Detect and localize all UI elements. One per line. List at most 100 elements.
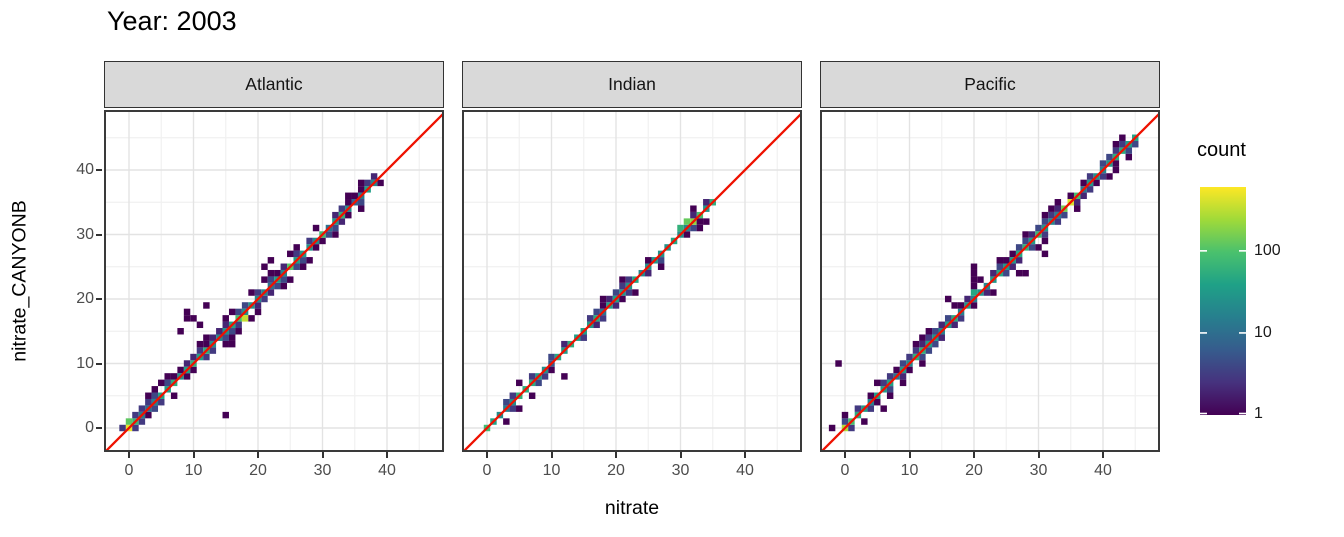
bin-cell [912, 340, 920, 348]
bin-cell [996, 257, 1004, 264]
bin-cell [886, 373, 894, 380]
bin-cell [222, 315, 229, 322]
bin-cell [990, 269, 997, 277]
bin-cell [880, 405, 887, 412]
y-tick-label: 30 [76, 225, 94, 243]
bin-cell [1112, 140, 1120, 148]
bin-cell [306, 237, 313, 245]
bin-cell [1106, 153, 1113, 161]
bin-cell [886, 386, 894, 393]
colorbar-gradient [1200, 187, 1246, 415]
bin-cell [1015, 257, 1023, 264]
bin-cell [970, 302, 978, 309]
bin-cell [612, 289, 620, 296]
bin-cell [951, 302, 958, 309]
bin-cell [977, 276, 984, 283]
x-tick-mark [1102, 452, 1104, 458]
bin-cell [274, 282, 281, 290]
bin-cell [357, 205, 365, 212]
bin-cell [983, 289, 991, 296]
bin-cell [132, 411, 139, 419]
bin-cell [874, 379, 881, 387]
x-tick-label: 10 [184, 462, 203, 479]
bin-cell [183, 373, 191, 380]
bin-cell [1061, 211, 1068, 219]
x-tick-label: 40 [378, 462, 396, 479]
bin-cell [599, 315, 607, 322]
bin-cell [203, 353, 210, 361]
bin-cell [151, 405, 159, 412]
bin-cell [338, 218, 346, 225]
bin-cell [990, 289, 997, 296]
bin-cell [228, 334, 236, 341]
bin-cell [561, 340, 568, 348]
bin-cell [841, 411, 849, 419]
bin-cell [535, 379, 542, 387]
bin-cell [632, 289, 639, 296]
bin-cell [345, 192, 352, 200]
plot-title: Year: 2003 [107, 6, 237, 36]
bin-cell [1054, 199, 1062, 206]
x-tick-label: 20 [965, 462, 983, 479]
x-tick-mark [321, 452, 324, 458]
bin-cell [357, 186, 365, 193]
bin-cell [209, 347, 217, 354]
bin-cell [274, 269, 281, 277]
bin-cell [690, 211, 697, 219]
bin-cell [951, 321, 958, 329]
legend-tick-label: 1 [1254, 404, 1263, 422]
x-tick-label: 0 [840, 462, 850, 479]
bin-cell [241, 302, 249, 309]
bin-cell [509, 392, 517, 399]
bin-cell [1041, 237, 1049, 245]
bin-cell [151, 392, 159, 399]
bin-cell [696, 218, 704, 225]
bin-cell [861, 418, 868, 425]
bin-cell [1048, 205, 1055, 212]
bin-cell [919, 360, 926, 367]
bin-cell [138, 418, 146, 425]
bin-cell [970, 282, 978, 290]
bin-cell [690, 224, 697, 232]
x-tick-mark [844, 452, 846, 458]
bin-cell [1073, 205, 1081, 212]
bin-cell [867, 392, 875, 399]
bin-cell [280, 263, 288, 270]
bin-cell [1022, 231, 1029, 238]
bin-cell [338, 205, 346, 212]
bin-cell [345, 211, 352, 219]
bin-cell [906, 366, 913, 374]
bin-cell [287, 276, 294, 283]
bin-cell [1099, 160, 1107, 167]
bin-cell [970, 269, 978, 277]
bin-cell [619, 282, 626, 290]
bin-cell [145, 398, 152, 406]
bin-cell [170, 373, 178, 380]
x-tick-label: 10 [542, 462, 561, 479]
bin-cell [938, 334, 945, 341]
bin-cell [1048, 211, 1055, 219]
panel-border [462, 110, 802, 452]
bin-cell [1086, 186, 1094, 193]
bin-cell [964, 295, 971, 303]
bin-cell [125, 418, 133, 425]
bin-cell [1035, 224, 1042, 232]
bin-cell [1028, 244, 1036, 251]
bin-cell [170, 392, 178, 399]
bin-cell [593, 308, 600, 316]
x-tick-mark [257, 452, 259, 458]
bin-cell [254, 289, 262, 296]
bin-cell [235, 328, 242, 335]
bin-cell [261, 276, 268, 283]
bin-cell [944, 295, 952, 303]
x-tick-mark [744, 452, 746, 458]
y-tick-label: 40 [76, 161, 94, 178]
bin-cell [899, 360, 907, 367]
bin-cell [657, 263, 665, 270]
bin-cell [503, 398, 510, 406]
bin-cell [119, 424, 126, 432]
bin-cell [1009, 263, 1016, 270]
y-tick-label: 0 [85, 419, 94, 436]
y-axis-title: nitrate_CANYONB [8, 200, 31, 362]
